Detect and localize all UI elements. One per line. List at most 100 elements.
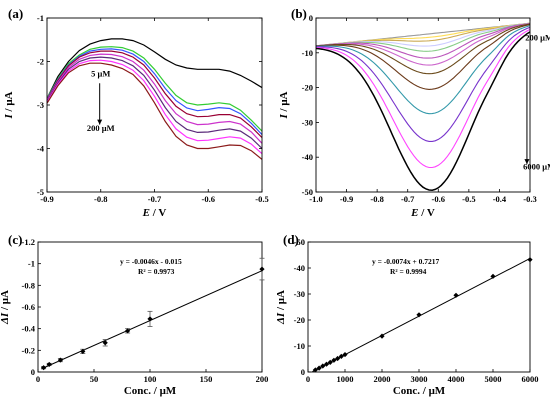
- y-axis-label-var: ΔI: [275, 312, 287, 325]
- series-line: [315, 31, 531, 191]
- data-point: [80, 348, 86, 355]
- annotation-start: 200 μM: [525, 33, 550, 43]
- y-tick-label: -2: [37, 57, 44, 67]
- y-tick-label: -3: [37, 100, 44, 110]
- arrow-head: [97, 119, 103, 125]
- panel-c: 0 50 100 150 200 0 -0.2 -0.4 -0.6 -0.8 -1 -1.2(c) Co…: [0, 232, 268, 397]
- data-point: [312, 367, 318, 373]
- y-tick-label: -30: [294, 289, 305, 299]
- y-axis-label: I / μA: [278, 91, 290, 119]
- series-line: [47, 59, 262, 155]
- data-point: [320, 363, 326, 369]
- y-tick-label: 0: [31, 367, 35, 377]
- x-tick-label: -0.9: [40, 194, 53, 204]
- x-tick-label: 1000: [337, 374, 354, 384]
- y-tick-label: -40: [302, 152, 313, 162]
- series-line: [315, 28, 531, 169]
- x-tick-label: -0.4: [493, 194, 507, 204]
- y-tick-label: -0.4: [22, 324, 36, 334]
- series-line: [47, 56, 262, 149]
- data-point: [41, 365, 47, 371]
- y-tick-label: 0: [309, 13, 313, 23]
- series-line: [47, 48, 262, 136]
- y-axis-label-var: I: [3, 114, 15, 120]
- data-point: [57, 357, 63, 363]
- x-tick-label: 2000: [374, 374, 391, 384]
- data-point: [338, 353, 344, 359]
- annotation-end: 200 μM: [87, 123, 115, 133]
- data-point: [102, 340, 108, 346]
- y-axis-label-unit: / μA: [278, 91, 290, 114]
- series-line: [47, 53, 262, 144]
- data-point: [46, 361, 52, 368]
- series-line: [315, 23, 531, 66]
- y-tick-label: -30: [302, 117, 313, 127]
- y-tick-label: -0.2: [22, 345, 35, 355]
- y-tick-label: -0.8: [22, 280, 35, 290]
- x-tick-label: 6000: [522, 374, 539, 384]
- series-line: [47, 38, 262, 99]
- x-tick-label: -0.7: [148, 194, 162, 204]
- y-axis-label-unit: / μA: [275, 290, 287, 313]
- plot-frame: [315, 17, 531, 193]
- panel-label: (d): [283, 232, 299, 247]
- x-tick-label: -0.9: [340, 194, 353, 204]
- y-tick-label: -50: [302, 187, 313, 197]
- panel-label: (b): [291, 6, 307, 21]
- y-tick-label: -20: [302, 83, 313, 93]
- y-tick-label: -1: [37, 13, 44, 23]
- y-tick-label: -1: [28, 259, 35, 269]
- y-tick-label: -10: [294, 341, 305, 351]
- annotation-start: 5 μM: [91, 69, 110, 79]
- series-line: [315, 23, 531, 75]
- series-line: [315, 25, 531, 115]
- regression-equation: y = -0.0046x - 0.015: [120, 257, 182, 266]
- x-tick-label: -0.5: [462, 194, 475, 204]
- series-line: [315, 23, 531, 90]
- x-axis-label: E / V: [142, 207, 167, 219]
- r-squared: R² = 0.9994: [390, 267, 427, 276]
- arrow-head: [524, 159, 530, 165]
- y-tick-label: -10: [302, 48, 313, 58]
- series-group: [47, 38, 262, 160]
- regression-equation: y = -0.0074x + 0.7217: [372, 257, 440, 266]
- y-axis-label-var: ΔI: [0, 312, 11, 325]
- y-axis-label: ΔI / μA: [0, 290, 11, 325]
- x-tick-label: -0.3: [523, 194, 536, 204]
- y-axis-label-var: I: [278, 114, 290, 120]
- panel-b: -1.0 -0.9 -0.8 -0.7 -0.6 -0.5 -0.4 -0.3 0 -10 -20 -…: [278, 6, 550, 219]
- r-squared: R² = 0.9973: [138, 267, 175, 276]
- y-tick-label: 0: [301, 367, 305, 377]
- data-point: [323, 361, 330, 367]
- x-tick-label: -0.8: [94, 194, 107, 204]
- plot-frame: [46, 17, 263, 193]
- panel-label: (c): [8, 232, 22, 247]
- data-point: [147, 316, 153, 322]
- y-tick-label: -40: [294, 263, 305, 273]
- data-point: [379, 333, 385, 339]
- x-tick-label: 100: [144, 374, 157, 384]
- data-point: [453, 292, 459, 298]
- x-axis-label-unit: / V: [150, 207, 166, 219]
- data-point: [342, 351, 348, 358]
- y-tick-label: -4: [37, 144, 45, 154]
- series-line: [316, 26, 531, 142]
- data-point: [490, 273, 496, 279]
- y-axis-label-unit: / μA: [3, 91, 15, 114]
- y-tick-label: -50: [294, 237, 305, 247]
- x-tick-label: -0.8: [370, 194, 383, 204]
- series-group: [315, 22, 531, 191]
- x-tick-label: -0.5: [255, 194, 268, 204]
- data-point: [331, 357, 337, 363]
- x-tick-label: 200: [256, 374, 269, 384]
- data-point: [416, 312, 422, 318]
- annotation-end: 6000 μM: [523, 161, 550, 171]
- x-tick-label: 5000: [485, 374, 502, 384]
- x-tick-label: -0.7: [401, 194, 415, 204]
- data-point: [316, 365, 322, 371]
- data-point: [125, 328, 131, 334]
- x-axis-label-var: E: [410, 207, 418, 219]
- panel-label: (a): [8, 6, 23, 21]
- x-tick-label: -1.0: [309, 194, 322, 204]
